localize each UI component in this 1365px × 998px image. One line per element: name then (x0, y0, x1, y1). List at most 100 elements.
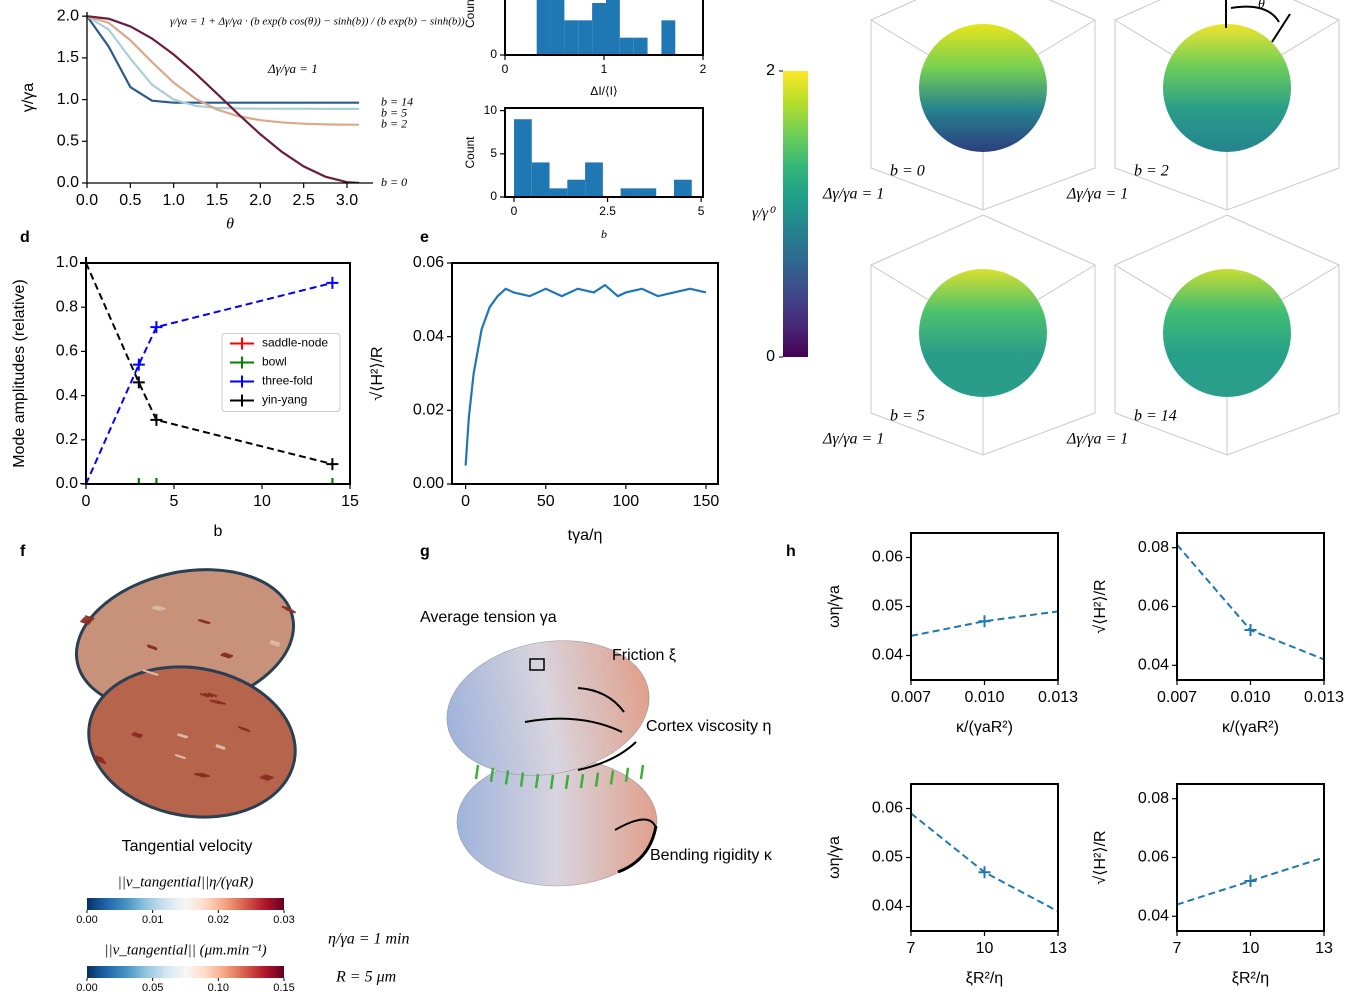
y-tick-label: 0.0 (56, 475, 78, 492)
sphere-b-label: b = 2 (1134, 163, 1169, 180)
panel-label: g (420, 543, 430, 560)
y-axis-label: √⟨H²⟩/R (1092, 579, 1109, 633)
plot-area (1177, 858, 1324, 905)
marker (326, 277, 338, 289)
y-tick-label: 0.00 (413, 475, 444, 492)
panel-g-label: Cortex viscosity η (646, 718, 771, 735)
plot-area (911, 611, 1058, 636)
colorbar-title: γ/γ⁰ (752, 205, 776, 221)
x-tick-label: 0 (502, 62, 509, 76)
series-line (87, 16, 359, 183)
panel-label: h (786, 543, 796, 560)
x-tick-label: 0.013 (1038, 689, 1078, 706)
x-axis-label: θ (226, 216, 234, 233)
bar (634, 38, 648, 55)
bar (537, 0, 551, 55)
x-tick-label: 3.0 (336, 192, 358, 209)
bar (514, 119, 532, 197)
colorbar-tick-label: 0.00 (76, 914, 97, 926)
colorbar-tick-label: 0.05 (142, 982, 163, 994)
y-tick-label: 0.06 (1138, 598, 1169, 615)
x-axis-label: b (601, 227, 607, 241)
y-tick-label: 0 (490, 189, 497, 203)
marker (326, 458, 338, 470)
legend-label: yin-yang (262, 393, 307, 407)
bar (551, 0, 565, 55)
legend-label: three-fold (262, 374, 313, 388)
x-tick-label: 150 (693, 493, 720, 510)
series-label: b = 0 (381, 175, 407, 189)
colorbar-tick-label: 0.00 (76, 982, 97, 994)
marker (150, 414, 162, 426)
x-tick-label: 7 (1173, 940, 1182, 957)
x-tick-label: 2 (700, 62, 707, 76)
bar (592, 3, 606, 55)
sphere (1163, 24, 1291, 152)
x-tick-label: 0.010 (1230, 689, 1270, 706)
bar (585, 162, 603, 197)
plot-area (1177, 545, 1324, 660)
x-tick-label: 0.013 (1304, 689, 1344, 706)
plot-area (87, 16, 359, 183)
colorbar-tick-label: 2 (766, 62, 775, 79)
x-tick-label: 0.007 (891, 689, 931, 706)
bar (532, 162, 550, 197)
colorbar-title: ||v_tangential||η/(γaR) (118, 874, 254, 890)
x-tick-label: 1 (601, 62, 608, 76)
friction-dash (476, 765, 478, 779)
x-axis-label: κ/(γaR²) (1222, 719, 1279, 736)
x-tick-label: 0.5 (119, 192, 141, 209)
x-tick-label: 5 (698, 204, 705, 218)
series-label: b = 2 (381, 116, 407, 130)
x-tick-label: 13 (1315, 940, 1333, 957)
x-tick-label: 50 (537, 493, 555, 510)
x-axis-label: ξR²/η (1232, 970, 1269, 987)
y-tick-label: 0.05 (872, 598, 903, 615)
x-tick-label: 10 (976, 940, 994, 957)
annotation: γ/γa = 1 + Δγ/γa · (b exp(b cos(θ)) − si… (170, 16, 465, 28)
plot-area (514, 119, 692, 197)
series-line (911, 813, 1058, 911)
y-tick-label: 0.06 (413, 254, 444, 271)
bar (567, 180, 585, 197)
x-tick-label: 10 (253, 493, 271, 510)
y-axis-label: ωη/γa (826, 585, 843, 628)
y-axis-label: √⟨H²⟩/R (369, 346, 386, 400)
x-tick-label: 13 (1049, 940, 1067, 957)
x-tick-label: 15 (341, 493, 359, 510)
x-axis-label: κ/(γaR²) (956, 719, 1013, 736)
panel-g-label: Friction ξ (612, 647, 676, 664)
x-axis-label: tγa/η (568, 527, 603, 544)
colorbar-tick-label: 0.15 (273, 982, 294, 994)
colorbar (87, 966, 284, 978)
y-tick-label: 0.04 (872, 647, 903, 664)
angle-label: θ (1258, 0, 1265, 12)
axes-frame (911, 533, 1058, 680)
bar (621, 188, 639, 197)
y-tick-label: 0.04 (413, 328, 444, 345)
bar (606, 0, 620, 55)
y-axis-label: Count (463, 136, 477, 169)
series-line (466, 285, 706, 465)
axes-frame (1177, 533, 1324, 680)
unit-label: R = 5 μm (335, 969, 396, 986)
colorbar-tick-label: 0.03 (273, 914, 294, 926)
x-tick-label: 5 (170, 493, 179, 510)
x-tick-label: 1.0 (163, 192, 185, 209)
marker (979, 615, 991, 627)
x-tick-label: 0 (461, 493, 470, 510)
page: b = 0Δγ/γa = 1b = 2Δγ/γa = 1θb = 5Δγ/γa … (0, 0, 1365, 998)
panel-label: e (420, 229, 429, 246)
sphere-b-label: b = 5 (890, 408, 925, 425)
sphere (919, 24, 1047, 152)
bar (550, 188, 568, 197)
sphere-dg-label: Δγ/γa = 1 (1066, 186, 1128, 203)
x-tick-label: 1.5 (206, 192, 228, 209)
y-tick-label: 1.0 (57, 91, 79, 108)
colorbar (87, 898, 284, 910)
panel-label: d (20, 229, 30, 246)
bar (564, 20, 578, 55)
panel-g-label: Bending rigidity κ (650, 847, 773, 864)
bar (578, 20, 592, 55)
colorbar-tick-label: 0 (766, 348, 775, 365)
